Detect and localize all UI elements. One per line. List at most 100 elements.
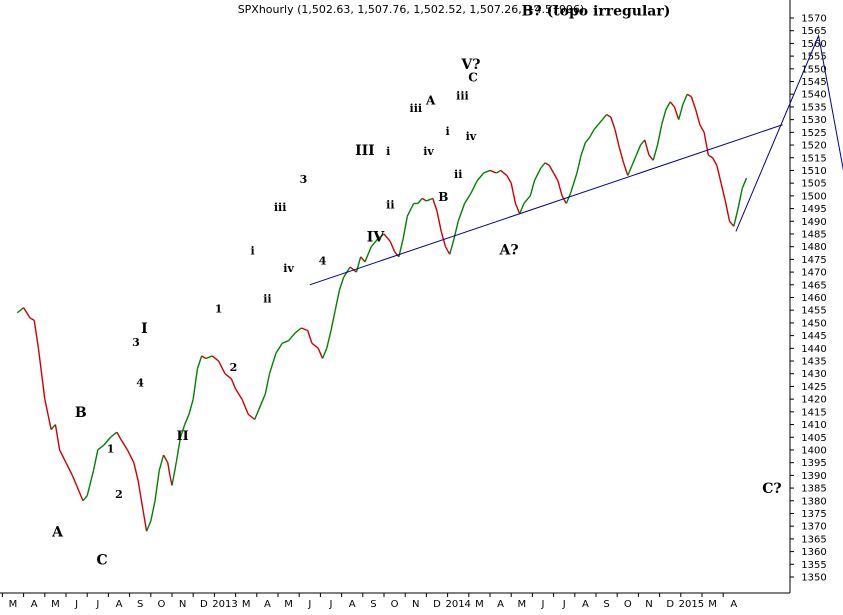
price-segment [476,172,485,182]
price-segment [523,195,531,204]
price-segment [50,424,56,431]
price-segment [406,203,415,217]
price-segment [708,154,713,159]
x-tick-label: A [116,599,123,610]
price-segment [544,162,550,166]
wave-label: i [250,244,254,257]
price-segment [635,144,642,156]
y-tick-label: 1430 [801,369,826,380]
price-segment [235,388,243,400]
price-segment [729,220,735,227]
price-segment [584,136,591,143]
wave-label: C? [762,481,781,497]
y-tick-label: 1475 [801,255,826,266]
price-segment [644,139,650,156]
price-segment [601,114,608,121]
x-tick-label: J [307,599,311,610]
price-segment [510,183,517,204]
y-tick-label: 1545 [801,77,826,88]
x-tick-label: M [284,599,293,610]
y-tick-label: 1400 [801,445,826,456]
y-tick-label: 1360 [801,547,826,558]
price-segment [307,330,313,344]
price-segment [686,93,692,98]
price-segment [196,355,203,369]
wave-label: i [446,125,450,138]
x-tick-label: O [391,599,399,610]
price-segment [360,256,366,263]
wave-label: 2 [115,488,123,501]
price-segment [241,398,249,415]
price-segment [711,157,718,166]
price-segment [540,162,546,169]
price-segment [703,132,710,156]
x-tick-label: J [541,599,545,610]
y-tick-label: 1535 [801,102,826,113]
price-segment [489,169,497,174]
x-tick-label: A [349,599,356,610]
price-segment [569,172,578,194]
price-segment [548,165,555,174]
y-tick-label: 1555 [801,52,826,63]
x-tick-label: M [242,599,251,610]
x-tick-label: 2014 [445,599,470,610]
y-tick-label: 1385 [801,484,826,495]
wave-label: iv [423,145,434,158]
y-tick-label: 1450 [801,318,826,329]
y-tick-label: 1570 [801,14,826,25]
price-segment [606,113,612,118]
price-segment [175,437,182,463]
x-tick-label: J [329,599,333,610]
x-tick-label: A [730,599,737,610]
y-tick-label: 1420 [801,395,826,406]
wave-label: A [425,93,436,107]
price-segment [71,475,78,486]
y-tick-label: 1380 [801,496,826,507]
y-tick-label: 1480 [801,242,826,253]
wave-label: iii [274,201,287,214]
y-tick-label: 1390 [801,471,826,482]
price-segment [205,355,213,360]
price-segment [54,424,61,451]
price-segment [288,332,296,342]
price-segment [496,169,501,174]
wave-label: 3 [300,173,308,186]
x-tick-label: M [9,599,18,610]
price-segment [301,327,308,332]
price-segment [463,192,472,204]
price-segment [338,276,345,291]
price-segment [514,203,521,214]
wave-label: I [141,321,148,337]
y-tick-label: 1350 [801,573,826,584]
y-tick-label: 1375 [801,509,826,520]
price-segment [349,266,357,273]
x-tick-label: A [582,599,589,610]
wave-label: ii [386,199,394,212]
price-segment [370,238,379,248]
y-tick-label: 1395 [801,458,826,469]
projection-line [735,34,843,232]
wave-label: ii [454,168,462,181]
price-segment [389,241,396,253]
price-segment [610,116,616,131]
y-tick-label: 1495 [801,204,826,215]
y-tick-label: 1490 [801,217,826,228]
price-segment [16,307,25,314]
price-segment [133,462,139,481]
y-tick-label: 1525 [801,128,826,139]
y-tick-label: 1520 [801,141,826,152]
x-tick-label: N [179,599,186,610]
x-tick-label: D [200,599,208,610]
x-tick-label: M [51,599,60,610]
y-tick-label: 1540 [801,90,826,101]
price-segment [506,175,512,184]
price-segment [97,444,105,451]
x-tick-label: 2013 [212,599,237,610]
price-segment [561,195,567,204]
price-segment [86,470,95,496]
wave-label: III [355,143,375,159]
price-segment [614,129,621,148]
x-tick-label: S [603,599,609,610]
price-segment [150,500,156,522]
